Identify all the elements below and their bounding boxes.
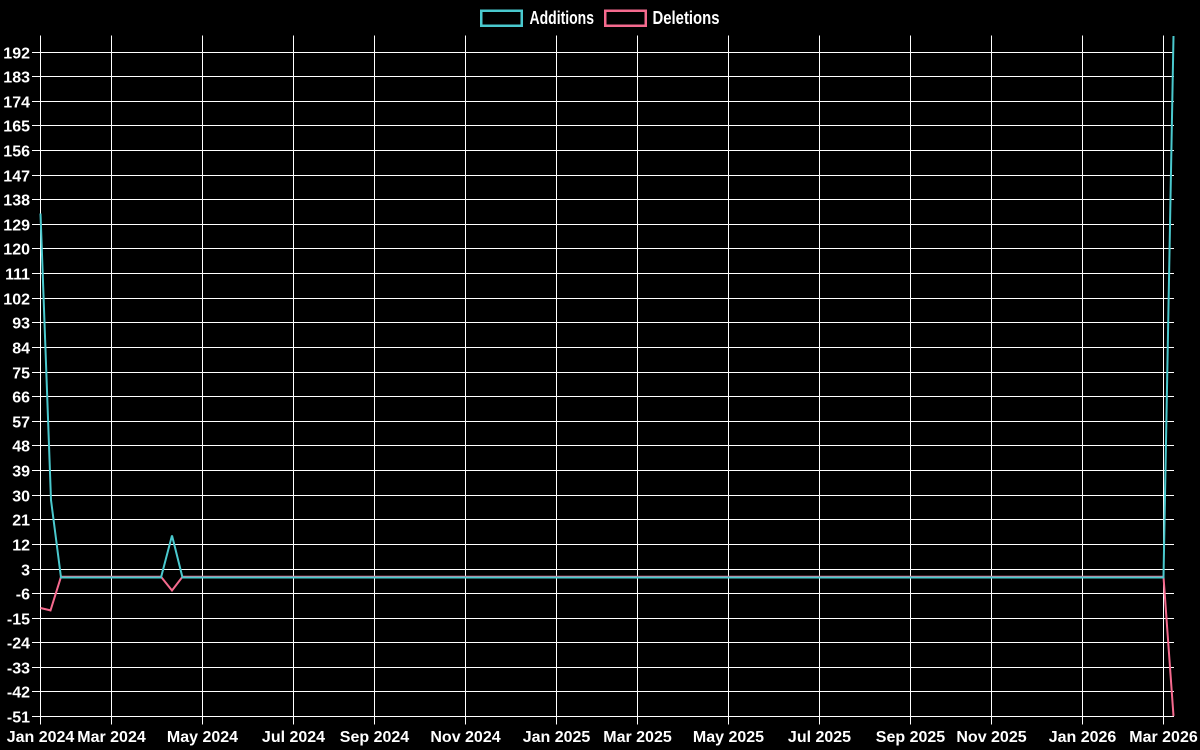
svg-text:30: 30 [12, 488, 30, 505]
svg-text:Jul 2025: Jul 2025 [788, 729, 851, 746]
svg-text:12: 12 [12, 537, 30, 554]
svg-text:-15: -15 [7, 611, 30, 628]
svg-text:Jul 2024: Jul 2024 [262, 729, 325, 746]
svg-text:Nov 2024: Nov 2024 [430, 729, 500, 746]
svg-text:93: 93 [12, 315, 30, 332]
svg-text:174: 174 [3, 94, 30, 111]
svg-text:Jan 2026: Jan 2026 [1049, 729, 1117, 746]
svg-text:Mar 2024: Mar 2024 [77, 729, 146, 746]
svg-text:May 2025: May 2025 [693, 729, 764, 746]
svg-text:-42: -42 [7, 684, 30, 701]
svg-text:66: 66 [12, 389, 30, 406]
svg-text:129: 129 [3, 217, 30, 234]
svg-text:Mar 2025: Mar 2025 [603, 729, 672, 746]
svg-text:156: 156 [3, 143, 30, 160]
svg-text:192: 192 [3, 45, 30, 62]
svg-text:May 2024: May 2024 [167, 729, 238, 746]
svg-text:84: 84 [12, 340, 30, 357]
svg-text:183: 183 [3, 69, 30, 86]
svg-text:138: 138 [3, 192, 30, 209]
svg-text:Mar 2026: Mar 2026 [1129, 729, 1198, 746]
svg-text:Jan 2024: Jan 2024 [7, 729, 75, 746]
svg-text:-24: -24 [7, 635, 30, 652]
svg-text:147: 147 [3, 168, 30, 185]
svg-text:120: 120 [3, 241, 30, 258]
svg-text:57: 57 [12, 414, 30, 431]
svg-text:Deletions: Deletions [653, 8, 720, 28]
svg-text:48: 48 [12, 438, 30, 455]
svg-text:75: 75 [12, 365, 30, 382]
svg-text:39: 39 [12, 463, 30, 480]
svg-text:Sep 2024: Sep 2024 [340, 729, 409, 746]
svg-text:Jan 2025: Jan 2025 [523, 729, 591, 746]
svg-text:Additions: Additions [530, 8, 595, 28]
svg-text:-6: -6 [16, 586, 30, 603]
svg-text:Nov 2025: Nov 2025 [956, 729, 1026, 746]
svg-text:102: 102 [3, 291, 30, 308]
svg-text:165: 165 [3, 118, 30, 135]
svg-text:21: 21 [12, 512, 30, 529]
svg-text:-33: -33 [7, 660, 30, 677]
svg-text:-51: -51 [7, 709, 30, 726]
svg-text:Sep 2025: Sep 2025 [876, 729, 945, 746]
svg-text:3: 3 [21, 562, 30, 579]
svg-text:111: 111 [5, 266, 30, 283]
